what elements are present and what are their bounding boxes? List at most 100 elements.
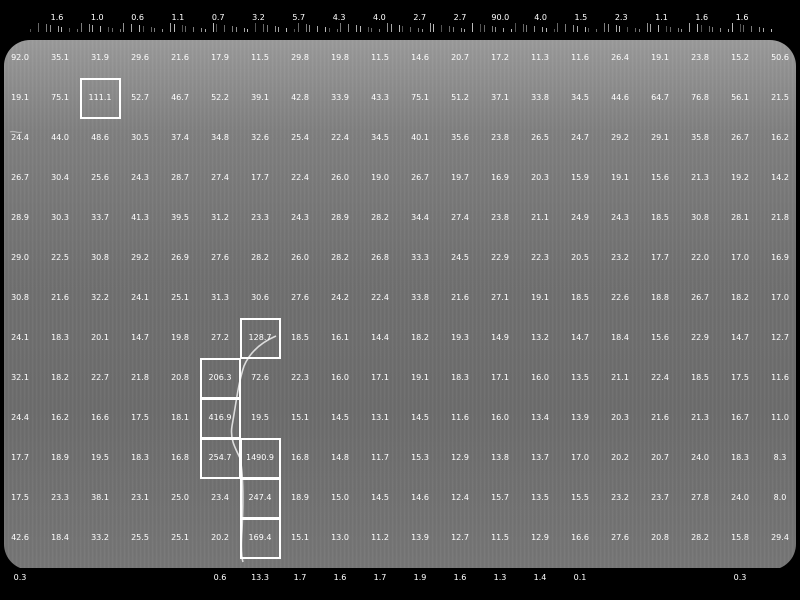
grid-cell: 31.3: [200, 293, 240, 303]
grid-cell: 20.7: [640, 453, 680, 463]
tick-mark: [337, 29, 338, 32]
highlight-box: [240, 518, 281, 559]
tick-mark: [743, 25, 744, 32]
grid-cell: 19.8: [160, 333, 200, 343]
tick-mark: [650, 24, 651, 32]
grid-cell: 76.8: [680, 93, 720, 103]
tick-mark: [681, 29, 682, 32]
grid-cell: 19.1: [0, 93, 40, 103]
tick-mark: [185, 26, 186, 32]
tick-mark: [596, 29, 597, 32]
tick-mark: [418, 28, 419, 32]
tick-mark: [627, 27, 628, 32]
grid-cell: 26.8: [360, 253, 400, 263]
grid-cell: 20.3: [600, 413, 640, 423]
grid-cell: 16.6: [560, 533, 600, 543]
tick-mark: [30, 29, 31, 32]
grid-cell: 72.6: [240, 373, 280, 383]
grid-cell: 12.9: [520, 533, 560, 543]
grid-cell: 23.2: [600, 253, 640, 263]
tick-mark: [100, 26, 101, 32]
bottom-value: 1.3: [480, 573, 520, 583]
grid-cell: 24.3: [280, 213, 320, 223]
grid-cell: 18.5: [280, 333, 320, 343]
grid-cell: 19.1: [640, 53, 680, 63]
grid-cell: 17.0: [760, 293, 800, 303]
bottom-value: 1.7: [280, 573, 320, 583]
tick-mark: [616, 25, 617, 32]
tick-mark: [131, 24, 132, 32]
highlight-box: [200, 358, 241, 399]
tick-mark: [557, 23, 558, 32]
grid-cell: 28.2: [680, 533, 720, 543]
grid-cell: 11.6: [760, 373, 800, 383]
grid-cell: 21.3: [680, 173, 720, 183]
grid-cell: 29.4: [760, 533, 800, 543]
grid-cell: 24.9: [560, 213, 600, 223]
tick-mark: [329, 28, 330, 32]
tick-mark: [216, 24, 217, 32]
tick-mark: [170, 23, 171, 32]
tick-mark: [309, 25, 310, 32]
bottom-value: 0.6: [200, 573, 240, 583]
tick-mark: [472, 23, 473, 32]
grid-cell: 13.9: [560, 413, 600, 423]
grid-cell: 44.0: [40, 133, 80, 143]
grid-cell: 11.5: [240, 53, 280, 63]
grid-cell: 29.1: [640, 133, 680, 143]
grid-cell: 17.1: [480, 373, 520, 383]
grid-cell: 33.7: [80, 213, 120, 223]
tick-mark: [193, 27, 194, 32]
tick-mark: [213, 23, 214, 32]
grid-cell: 14.5: [400, 413, 440, 423]
grid-cell: 22.0: [680, 253, 720, 263]
tick-mark: [201, 28, 202, 32]
tick-mark: [647, 23, 648, 32]
grid-cell: 26.7: [0, 173, 40, 183]
grid-cell: 16.0: [480, 413, 520, 423]
tick-mark: [554, 29, 555, 32]
grid-cell: 20.8: [160, 373, 200, 383]
grid-cell: 19.0: [360, 173, 400, 183]
grid-cell: 15.1: [280, 413, 320, 423]
grid-cell: 41.3: [120, 213, 160, 223]
grid-cell: 25.5: [120, 533, 160, 543]
grid-cell: 21.8: [760, 213, 800, 223]
tick-mark: [701, 25, 702, 32]
grid-cell: 16.1: [320, 333, 360, 343]
tick-mark: [410, 27, 411, 32]
grid-cell: 11.5: [360, 53, 400, 63]
grid-cell: 20.3: [520, 173, 560, 183]
grid-cell: 92.0: [0, 53, 40, 63]
grid-cell: 27.4: [440, 213, 480, 223]
grid-cell: 13.5: [520, 493, 560, 503]
grid-cell: 25.4: [280, 133, 320, 143]
grid-cell: 13.5: [560, 373, 600, 383]
grid-cell: 28.2: [360, 213, 400, 223]
tick-mark: [619, 26, 620, 32]
grid-cell: 16.8: [280, 453, 320, 463]
grid-cell: 29.2: [120, 253, 160, 263]
grid-cell: 13.8: [480, 453, 520, 463]
tick-mark: [224, 25, 225, 32]
grid-cell: 33.9: [320, 93, 360, 103]
grid-cell: 11.3: [520, 53, 560, 63]
grid-cell: 15.2: [720, 53, 760, 63]
tick-mark: [77, 29, 78, 32]
grid-cell: 75.1: [40, 93, 80, 103]
grid-cell: 26.5: [520, 133, 560, 143]
tick-mark: [263, 24, 264, 32]
tick-mark: [247, 29, 248, 32]
grid-cell: 28.2: [320, 253, 360, 263]
grid-cell: 25.6: [80, 173, 120, 183]
grid-cell: 18.3: [440, 373, 480, 383]
tick-mark: [151, 27, 152, 32]
tick-mark: [69, 28, 70, 32]
tick-mark: [495, 27, 496, 32]
grid-cell: 21.5: [760, 93, 800, 103]
grid-cell: 14.6: [400, 493, 440, 503]
grid-cell: 28.2: [240, 253, 280, 263]
tick-mark: [236, 27, 237, 32]
grid-cell: 21.1: [600, 373, 640, 383]
grid-cell: 30.8: [0, 293, 40, 303]
